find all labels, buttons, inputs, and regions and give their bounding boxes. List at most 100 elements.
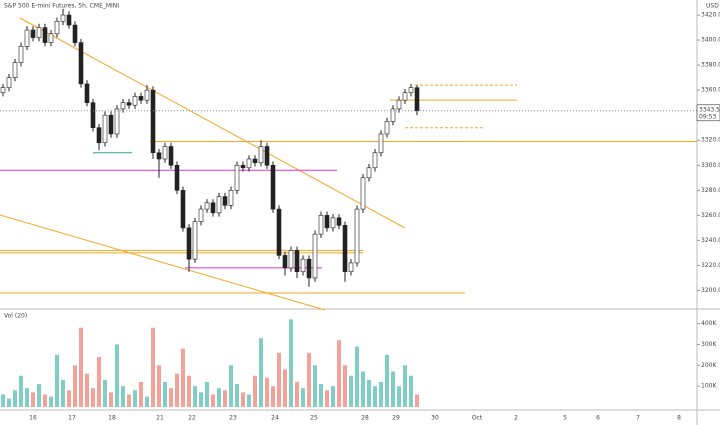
volume-bar [313, 365, 317, 407]
volume-bar [349, 375, 353, 407]
volume-bar [223, 390, 227, 407]
candle-body [210, 202, 216, 214]
volume-bar [133, 390, 137, 407]
candle-body [372, 152, 378, 169]
volume-bar [265, 377, 269, 407]
volume-bar [229, 365, 233, 407]
candle-body [354, 208, 360, 264]
candle-body [72, 24, 78, 43]
x-tick-label: 30 [431, 415, 439, 422]
volume-bar [277, 352, 281, 407]
trend-line [0, 214, 326, 311]
x-tick-label: 24 [271, 415, 279, 422]
volume-bar [199, 392, 203, 407]
volume-bar [271, 386, 275, 407]
volume-bar [145, 396, 149, 407]
candle-body [414, 87, 420, 112]
y-tick-label: 3320.00 [701, 137, 720, 144]
volume-bar [169, 388, 173, 407]
x-tick-label: 25 [310, 415, 318, 422]
volume-bar [391, 371, 395, 407]
y-tick-label: 3420.00 [701, 12, 720, 19]
volume-bar [139, 381, 143, 407]
currency-label: USD [706, 3, 719, 10]
last-price-box [696, 104, 720, 122]
volume-bar [211, 394, 215, 407]
candle-body [282, 255, 288, 269]
candle-body [294, 250, 300, 272]
x-tick-label: 6 [596, 415, 600, 422]
volume-bar [205, 381, 209, 407]
y-tick-label: 3400.00 [701, 37, 720, 44]
candle-body [150, 89, 156, 154]
y-tick-label: 3380.00 [701, 62, 720, 69]
volume-bar [247, 394, 251, 407]
volume-bar [367, 379, 371, 407]
candle-body [42, 27, 48, 43]
volume-bar [403, 365, 407, 407]
candle-body [18, 46, 24, 63]
candle-body [216, 196, 222, 214]
volume-bar [109, 392, 113, 407]
volume-bar [79, 327, 83, 407]
candle-body [132, 96, 138, 106]
x-tick-label: 2 [514, 415, 518, 422]
candle-body [138, 96, 144, 101]
volume-bar [187, 375, 191, 407]
y-tick-label: 400K [701, 320, 717, 327]
volume-bar [91, 388, 95, 407]
candle-body [48, 33, 54, 43]
volume-bar [7, 398, 11, 407]
candle-body [204, 202, 210, 210]
candle-body [120, 102, 126, 110]
candle-body [198, 208, 204, 222]
volume-bar [67, 390, 71, 407]
candle-body [168, 146, 174, 166]
volume-bar [235, 384, 239, 407]
volume-bar [49, 396, 53, 407]
volume-bar [331, 386, 335, 407]
trend-line [19, 17, 406, 229]
volume-bar [253, 375, 257, 407]
volume-bar [73, 365, 77, 407]
volume-bar [43, 394, 47, 407]
candle-body [360, 177, 366, 210]
candle-body [156, 152, 162, 160]
x-tick-label: 23 [229, 415, 237, 422]
candle-body [408, 87, 414, 93]
candle-body [324, 215, 330, 229]
x-tick-label: 29 [392, 415, 400, 422]
candle-body [174, 164, 180, 191]
candle-body [384, 121, 390, 135]
volume-bar [361, 371, 365, 407]
candle-body [396, 99, 402, 110]
candle-body [300, 258, 306, 272]
volume-bar [355, 346, 359, 407]
y-tick-label: 3200.00 [701, 287, 720, 294]
chart-title: S&P 500 E-mini Futures, 5h, CME_MINI [4, 3, 119, 10]
candle-body [6, 77, 12, 88]
candle-body [252, 158, 258, 164]
last-price-label: 3343.50 [699, 106, 720, 113]
volume-bar [181, 348, 185, 407]
candle-body [276, 208, 282, 256]
volume-bar [37, 384, 41, 407]
candle-body [60, 14, 66, 22]
volume-bar [85, 373, 89, 407]
volume-bar [337, 340, 341, 407]
x-tick-label: 5 [563, 415, 567, 422]
candle-body [246, 158, 252, 169]
volume-bar [61, 379, 65, 407]
volume-bar [55, 354, 59, 407]
candle-body [186, 227, 192, 260]
volume-bar [193, 386, 197, 407]
countdown-label: 09:53 [699, 113, 716, 120]
candle-body [264, 146, 270, 166]
candle-body [312, 233, 318, 279]
candle-body [348, 262, 354, 272]
volume-bar [127, 394, 131, 407]
x-tick-label: 17 [68, 415, 76, 422]
candle-body [96, 127, 102, 144]
volume-bar [151, 327, 155, 407]
